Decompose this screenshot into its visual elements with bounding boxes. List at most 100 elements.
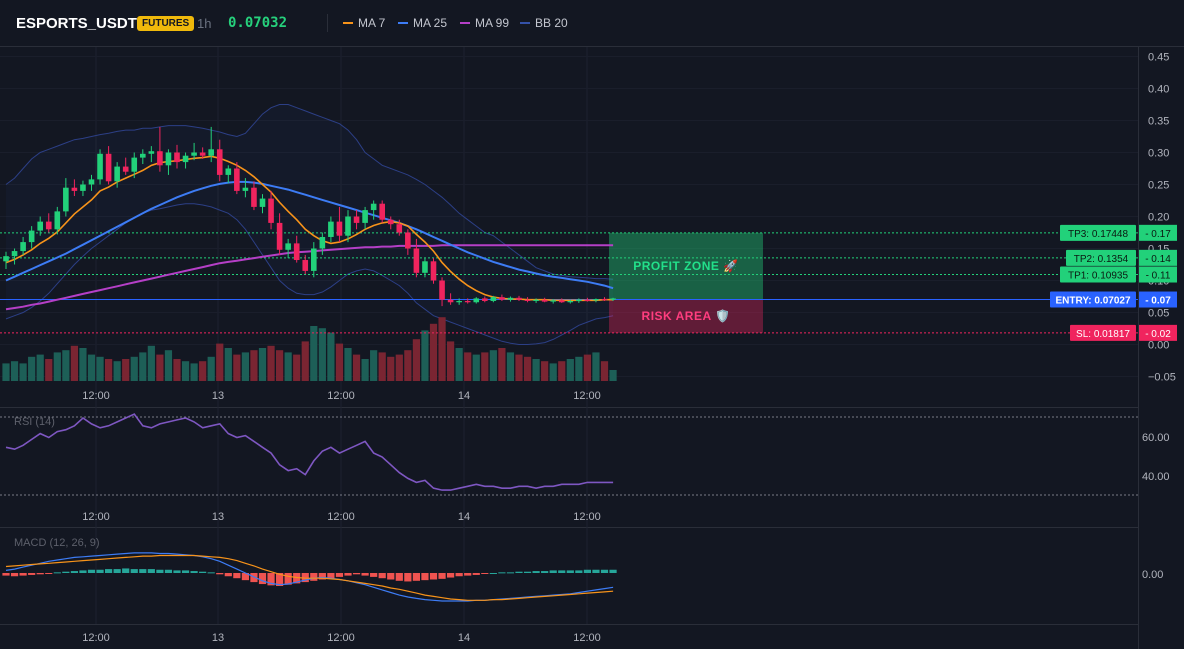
macd-histogram-bar xyxy=(70,571,78,573)
candle-body xyxy=(71,187,78,191)
price-tick-label: 0.45 xyxy=(1148,52,1169,64)
level-tags: TP3: 0.17448 - 0.17 TP2: 0.1354 - 0.14 TP1: … xyxy=(1050,224,1177,341)
sl-tag xyxy=(1070,324,1136,341)
macd-title[interactable]: MACD (12, 26, 9) xyxy=(14,537,100,549)
legend-ma99[interactable]: MA 99 xyxy=(460,16,509,30)
tp2-axis-tag xyxy=(1139,249,1177,266)
volume-bar xyxy=(335,343,344,381)
macd-histogram-bar xyxy=(464,573,472,576)
macd-histogram-bar xyxy=(361,573,369,576)
volume-bar xyxy=(19,363,27,381)
macd-histogram-bar xyxy=(549,570,557,573)
volume-bar xyxy=(10,361,19,381)
volume-bar xyxy=(190,363,198,381)
volume-bar xyxy=(122,359,130,381)
volume-bar xyxy=(62,350,70,381)
volume-bar xyxy=(284,352,292,381)
candle-body xyxy=(584,299,591,301)
candle-body xyxy=(131,157,138,172)
candle-body xyxy=(259,198,266,207)
candle-body xyxy=(293,243,300,261)
risk-area[interactable] xyxy=(609,299,763,333)
volume-bar xyxy=(199,361,207,381)
candle-body xyxy=(422,261,428,273)
volume-bar xyxy=(156,354,164,381)
profit-zone[interactable] xyxy=(609,232,763,300)
candle-body xyxy=(319,236,326,249)
volume-bar xyxy=(481,352,489,381)
volume-bar xyxy=(181,361,190,381)
candle-body xyxy=(516,297,522,300)
macd-histogram-bar xyxy=(241,573,249,581)
volume-bar xyxy=(276,350,284,381)
candle-body xyxy=(379,203,385,220)
tp3-axis-tag xyxy=(1139,224,1177,241)
time-label: 12:00 xyxy=(82,632,110,644)
macd-histogram-bar xyxy=(10,573,19,577)
time-label: 13 xyxy=(212,632,224,644)
time-label: 14 xyxy=(458,390,470,402)
tp2-tag xyxy=(1066,249,1136,266)
bb-fill xyxy=(6,104,614,345)
macd-panel xyxy=(2,552,617,602)
macd-histogram-bar xyxy=(378,573,386,579)
volume-bar xyxy=(28,356,36,381)
tp1-axis-label: - 0.11 xyxy=(1146,271,1171,282)
volume-bar xyxy=(609,370,617,381)
profit-zone-label: PROFIT ZONE 🚀 xyxy=(633,259,738,273)
candle-body xyxy=(439,280,445,300)
legend-ma7-label: MA 7 xyxy=(358,16,386,30)
macd-histogram-bar xyxy=(19,573,27,576)
candle-body xyxy=(234,168,240,191)
candle-body xyxy=(387,219,394,225)
rsi-tick-60: 60.00 xyxy=(1142,432,1170,444)
candle-body xyxy=(54,211,61,230)
candle-body xyxy=(216,149,223,175)
legend-ma7[interactable]: MA 7 xyxy=(343,16,385,30)
legend-ma25[interactable]: MA 25 xyxy=(398,16,447,30)
last-price: 0.07032 xyxy=(228,15,288,31)
volume-bar xyxy=(541,361,549,381)
macd-histogram-bar xyxy=(293,573,301,584)
rsi-title[interactable]: RSI (14) xyxy=(14,416,55,428)
volume-bar xyxy=(318,328,326,381)
macd-histogram-bar xyxy=(258,573,267,585)
time-label: 13 xyxy=(212,511,224,523)
time-axis[interactable]: 12:00 13 12:00 14 12:00 12:00 13 12:00 14 12:00 12… xyxy=(82,390,601,644)
time-label: 12:00 xyxy=(82,511,110,523)
volume-bar xyxy=(583,354,591,381)
entry-axis-label: - 0.07 xyxy=(1145,296,1171,307)
tp3-tag xyxy=(1060,224,1136,241)
volume-bar xyxy=(489,350,497,381)
legend-bb20[interactable]: BB 20 xyxy=(520,16,568,30)
macd-histogram-bar xyxy=(498,572,506,574)
macd-histogram-bar xyxy=(600,569,609,573)
price-tick-label: 0.35 xyxy=(1148,116,1169,128)
candle-body xyxy=(20,242,26,252)
macd-histogram-bar xyxy=(558,570,566,573)
volume-bar xyxy=(113,361,121,381)
macd-histogram-bar xyxy=(164,569,173,573)
macd-histogram-bar xyxy=(429,573,438,580)
bollinger-bands xyxy=(5,104,614,345)
candle-body xyxy=(11,251,18,257)
candle-body xyxy=(601,299,608,301)
volume-bar xyxy=(464,352,472,381)
macd-histogram-bar xyxy=(583,569,591,573)
macd-histogram-bar xyxy=(455,573,463,577)
interval-label[interactable]: 1h xyxy=(197,16,212,31)
volume-bar xyxy=(361,359,369,381)
macd-histogram-bar xyxy=(404,573,412,582)
candle-body xyxy=(524,299,531,301)
tp3-tag-label: TP3: 0.17448 xyxy=(1068,229,1128,240)
candle-body xyxy=(567,300,574,303)
candle-body xyxy=(114,166,120,182)
candle-body xyxy=(242,187,249,191)
volume-bar xyxy=(45,359,53,381)
candle-body xyxy=(165,152,172,166)
symbol-name[interactable]: ESPORTS_USDT xyxy=(16,15,137,32)
volume-bar xyxy=(70,345,78,381)
price-axis[interactable]: 0.450.400.350.300.250.200.150.100.050.00… xyxy=(1148,52,1176,384)
bb-lower xyxy=(5,203,614,345)
